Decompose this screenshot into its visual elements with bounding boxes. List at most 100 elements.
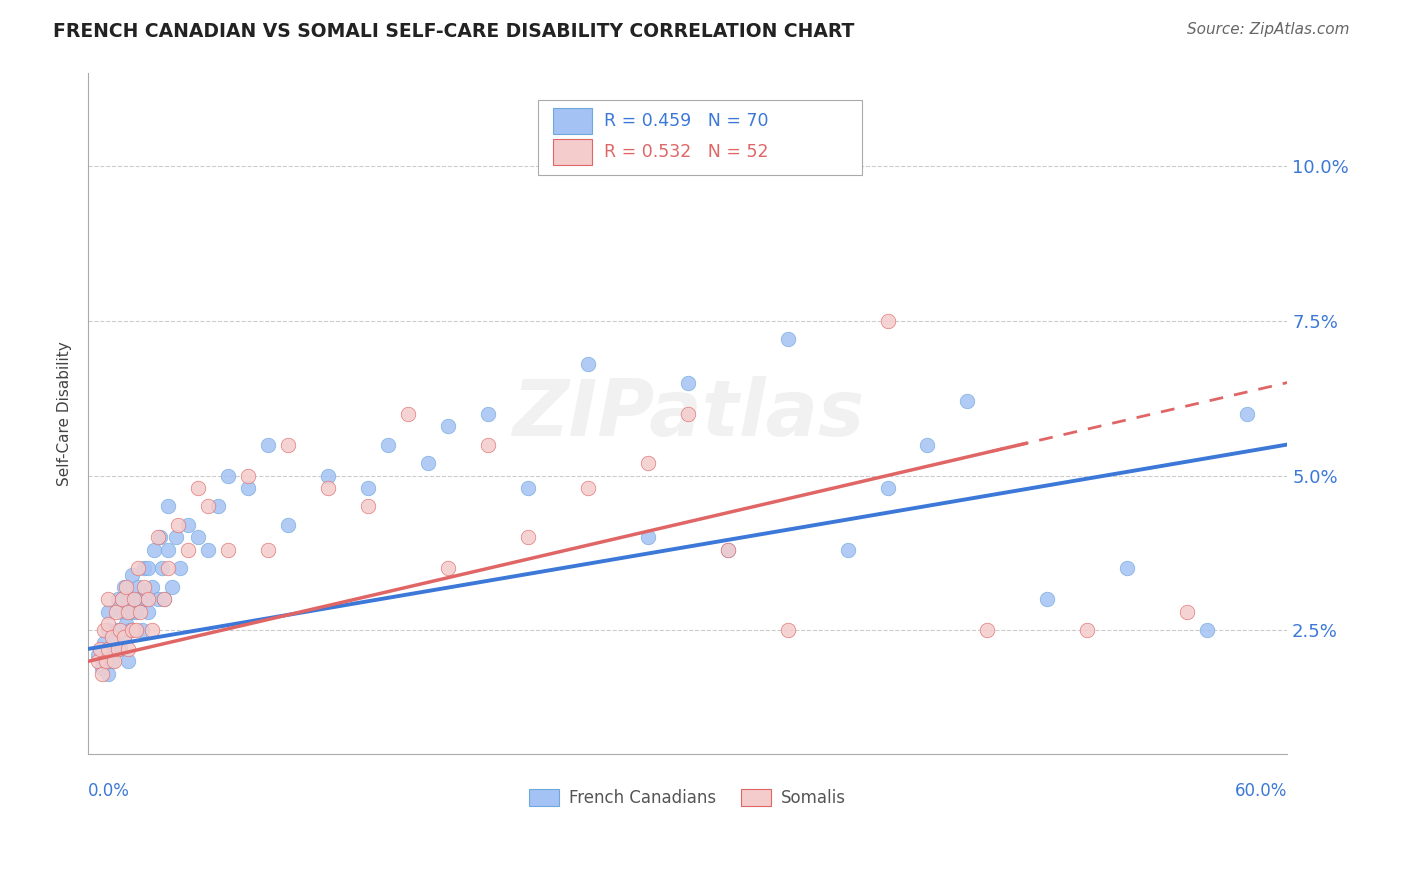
Text: 60.0%: 60.0% <box>1234 782 1288 800</box>
Point <box>837 542 859 557</box>
Point <box>197 500 219 514</box>
Point <box>1116 561 1139 575</box>
Point <box>107 624 129 638</box>
Point <box>207 500 229 514</box>
Point <box>257 542 280 557</box>
Text: ZIPatlas: ZIPatlas <box>512 376 863 451</box>
Point <box>87 654 110 668</box>
Point <box>132 561 155 575</box>
Point <box>377 437 399 451</box>
Point <box>576 481 599 495</box>
Point <box>676 376 699 390</box>
Point <box>135 592 157 607</box>
Point <box>776 332 799 346</box>
Text: R = 0.532   N = 52: R = 0.532 N = 52 <box>603 143 768 161</box>
Point <box>111 592 134 607</box>
Point <box>91 660 114 674</box>
Point <box>277 437 299 451</box>
Point <box>157 561 180 575</box>
Point <box>477 437 499 451</box>
Point <box>357 481 380 495</box>
Legend: French Canadians, Somalis: French Canadians, Somalis <box>523 782 853 814</box>
Point <box>516 481 538 495</box>
Point <box>150 561 173 575</box>
Point <box>103 630 125 644</box>
Point <box>257 437 280 451</box>
Point <box>149 531 172 545</box>
Point <box>117 605 139 619</box>
Point <box>153 592 176 607</box>
Point <box>637 531 659 545</box>
Point <box>87 648 110 662</box>
FancyBboxPatch shape <box>554 109 592 135</box>
Point <box>637 456 659 470</box>
Point <box>132 580 155 594</box>
Point <box>127 580 149 594</box>
Point <box>477 407 499 421</box>
Point <box>157 500 180 514</box>
Point <box>437 561 460 575</box>
Text: Source: ZipAtlas.com: Source: ZipAtlas.com <box>1187 22 1350 37</box>
Point <box>103 654 125 668</box>
Point <box>131 624 153 638</box>
Point <box>576 357 599 371</box>
Point <box>93 624 115 638</box>
Point <box>437 419 460 434</box>
Point <box>93 636 115 650</box>
Point <box>94 654 117 668</box>
Point <box>91 666 114 681</box>
Point <box>956 394 979 409</box>
Point <box>121 624 143 638</box>
Point <box>101 630 124 644</box>
Point <box>143 542 166 557</box>
Point <box>1175 605 1198 619</box>
Point <box>112 630 135 644</box>
Point <box>129 605 152 619</box>
Y-axis label: Self-Care Disability: Self-Care Disability <box>58 342 72 486</box>
Point <box>111 605 134 619</box>
Point <box>107 641 129 656</box>
Point <box>97 641 120 656</box>
Point <box>187 531 209 545</box>
Point <box>917 437 939 451</box>
Point <box>127 561 149 575</box>
Point <box>97 592 120 607</box>
Point <box>676 407 699 421</box>
Point <box>187 481 209 495</box>
Point <box>146 531 169 545</box>
Point <box>121 567 143 582</box>
Point <box>122 592 145 607</box>
Point <box>717 542 740 557</box>
Point <box>146 592 169 607</box>
Point <box>136 605 159 619</box>
Point <box>125 624 148 638</box>
Point <box>776 624 799 638</box>
Point <box>115 580 138 594</box>
Point <box>97 617 120 632</box>
Point <box>115 617 138 632</box>
Point <box>876 481 898 495</box>
Point <box>1076 624 1098 638</box>
Point <box>125 605 148 619</box>
Point <box>153 592 176 607</box>
Point <box>277 518 299 533</box>
Point <box>141 580 163 594</box>
Point <box>157 542 180 557</box>
Point <box>122 592 145 607</box>
Point <box>97 605 120 619</box>
Point <box>89 641 111 656</box>
Point <box>121 605 143 619</box>
Point <box>105 605 128 619</box>
Point <box>129 592 152 607</box>
Point <box>101 654 124 668</box>
Text: R = 0.459   N = 70: R = 0.459 N = 70 <box>603 112 768 130</box>
Point <box>117 654 139 668</box>
Point <box>107 592 129 607</box>
Point <box>105 641 128 656</box>
Point <box>136 561 159 575</box>
Point <box>316 481 339 495</box>
Point <box>108 641 131 656</box>
Point <box>112 580 135 594</box>
Point <box>217 468 239 483</box>
Point <box>396 407 419 421</box>
